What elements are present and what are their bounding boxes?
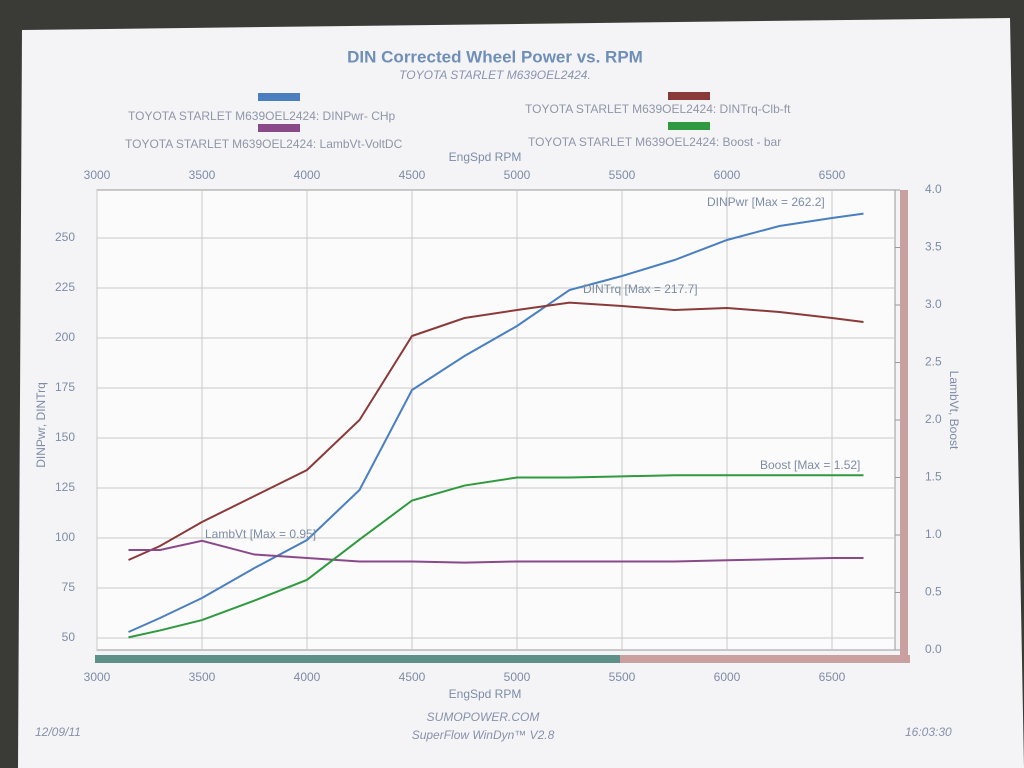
x-tick-label-top: 6500 bbox=[819, 168, 846, 182]
y-tick-label: 250 bbox=[55, 230, 75, 244]
axis-strip bbox=[900, 190, 908, 660]
y2-tick-label: 2.5 bbox=[925, 355, 942, 369]
x-tick-label-top: 5500 bbox=[609, 168, 636, 182]
x-tick-label: 6000 bbox=[714, 670, 741, 684]
series-line bbox=[128, 212, 864, 633]
x-tick-label-top: 5000 bbox=[504, 168, 531, 182]
footer-date: 12/09/11 bbox=[35, 725, 81, 739]
series-line bbox=[128, 539, 864, 564]
footer-site: SUMOPOWER.COM bbox=[427, 710, 540, 724]
annotation: DINPwr [Max = 262.2] bbox=[707, 195, 825, 209]
x-tick-label: 5500 bbox=[609, 670, 636, 684]
legend-swatch bbox=[258, 124, 300, 132]
y-tick-label: 200 bbox=[55, 330, 75, 344]
annotation: LambVt [Max = 0.95] bbox=[205, 527, 316, 541]
y2-tick-label: 0.0 bbox=[925, 642, 942, 656]
x-axis-label-top: EngSpd RPM bbox=[449, 150, 522, 164]
x-tick-label: 3000 bbox=[84, 670, 111, 684]
y2-axis-label: LambVt, Boost bbox=[947, 371, 961, 450]
x-tick-label-top: 3000 bbox=[84, 168, 111, 182]
x-axis-label: EngSpd RPM bbox=[449, 687, 522, 701]
legend-label: TOYOTA STARLET M639OEL2424: DINPwr- CHp bbox=[128, 109, 396, 123]
legend-label: TOYOTA STARLET M639OEL2424: DINTrq-Clb-f… bbox=[525, 102, 791, 116]
x-tick-label-top: 6000 bbox=[714, 168, 741, 182]
x-tick-label-top: 3500 bbox=[189, 168, 216, 182]
annotation: DINTrq [Max = 217.7] bbox=[583, 282, 698, 296]
x-tick-label: 5000 bbox=[504, 670, 531, 684]
y2-tick-label: 2.0 bbox=[925, 412, 942, 426]
series-line bbox=[128, 301, 864, 561]
y2-tick-label: 1.5 bbox=[925, 470, 942, 484]
series-line bbox=[128, 474, 864, 639]
axis-strip bbox=[95, 655, 620, 663]
x-tick-label: 6500 bbox=[819, 670, 846, 684]
y2-tick-label: 4.0 bbox=[925, 182, 942, 196]
legend-label: TOYOTA STARLET M639OEL2424: Boost - bar bbox=[528, 135, 781, 149]
footer-software: SuperFlow WinDyn™ V2.8 bbox=[412, 728, 555, 742]
y2-tick-label: 0.5 bbox=[925, 585, 942, 599]
y-axis-label: DINPwr, DINTrq bbox=[34, 382, 48, 468]
x-tick-label-top: 4500 bbox=[399, 168, 426, 182]
y2-tick-label: 3.5 bbox=[925, 240, 942, 254]
axis-strip bbox=[620, 655, 910, 663]
footer-time: 16:03:30 bbox=[905, 725, 952, 739]
chart-title: DIN Corrected Wheel Power vs. RPM bbox=[347, 47, 643, 66]
plot-area bbox=[96, 189, 896, 651]
y2-tick-label: 3.0 bbox=[925, 297, 942, 311]
y-tick-label: 100 bbox=[55, 530, 75, 544]
y-tick-label: 50 bbox=[62, 630, 76, 644]
legend-label: TOYOTA STARLET M639OEL2424: LambVt-VoltD… bbox=[125, 137, 403, 151]
y2-tick-label: 1.0 bbox=[925, 527, 942, 541]
chart-subtitle: TOYOTA STARLET M639OEL2424. bbox=[399, 68, 591, 82]
y-tick-label: 225 bbox=[55, 280, 75, 294]
legend-swatch bbox=[668, 92, 710, 100]
legend-swatch bbox=[668, 122, 710, 130]
annotation: Boost [Max = 1.52] bbox=[760, 458, 860, 472]
x-tick-label: 4000 bbox=[294, 670, 321, 684]
x-tick-label-top: 4000 bbox=[294, 168, 321, 182]
x-tick-label: 4500 bbox=[399, 670, 426, 684]
y-tick-label: 125 bbox=[55, 480, 75, 494]
y-tick-label: 175 bbox=[55, 380, 75, 394]
legend-swatch bbox=[258, 93, 300, 101]
y-tick-label: 75 bbox=[62, 580, 76, 594]
x-tick-label: 3500 bbox=[189, 670, 216, 684]
y-tick-label: 150 bbox=[55, 430, 75, 444]
